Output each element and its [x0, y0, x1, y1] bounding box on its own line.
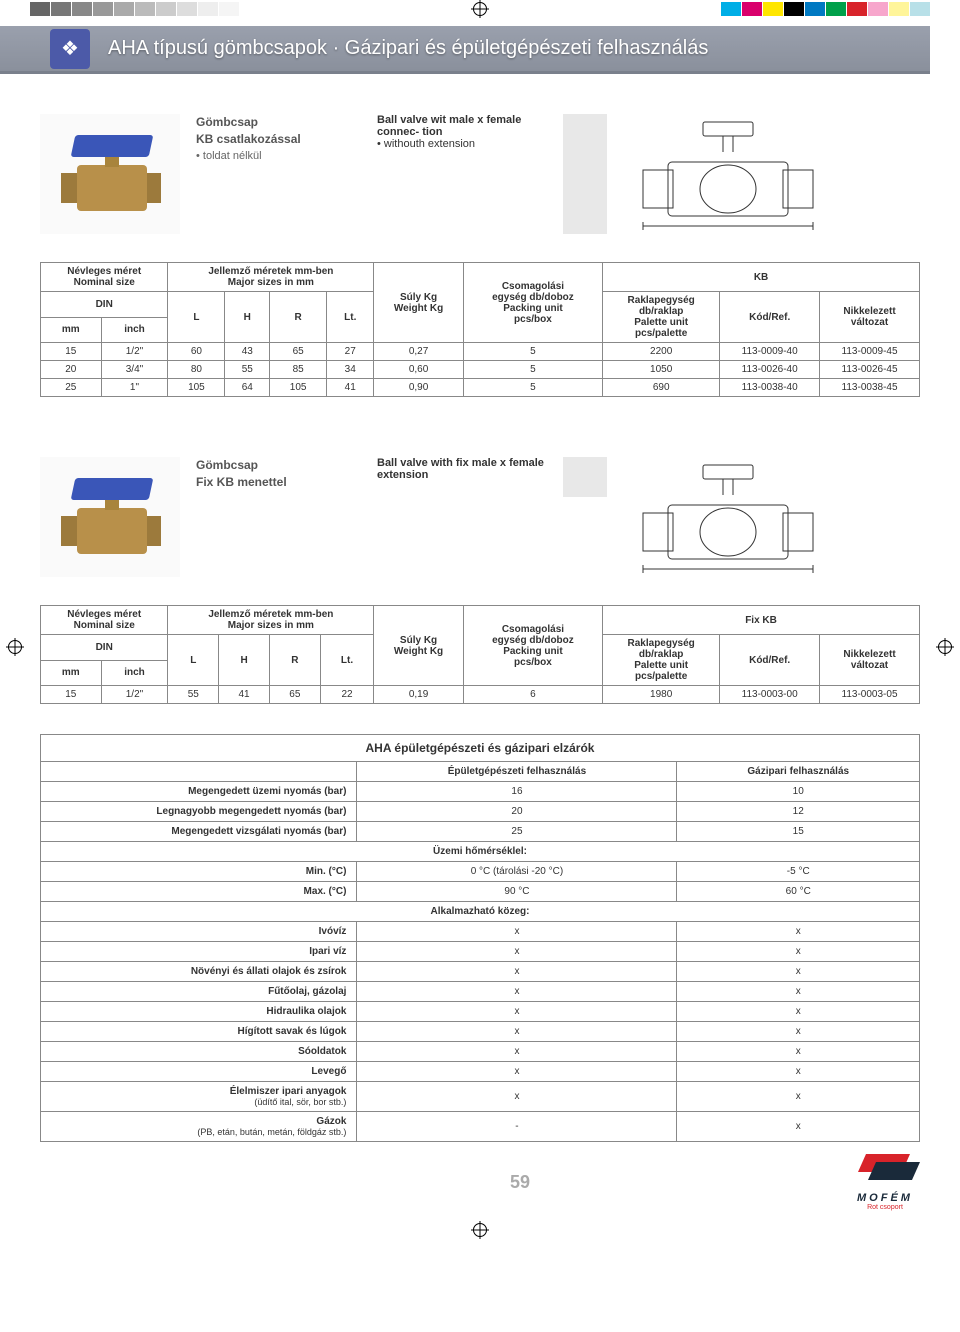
registration-mark-top [473, 2, 487, 16]
swatch [868, 2, 888, 16]
swatch [30, 2, 50, 16]
table-row: Ipari vízxx [41, 942, 920, 962]
application-table: AHA épületgépészeti és gázipari elzárókÉ… [40, 734, 920, 1142]
swatch [910, 2, 930, 16]
swatch [51, 2, 71, 16]
table-row: Hígított savak és lúgokxx [41, 1022, 920, 1042]
swatch [219, 2, 239, 16]
registration-mark-left [8, 640, 22, 654]
swatch [889, 2, 909, 16]
swatch [114, 2, 134, 16]
spec-table-1: Névleges méretNominal sizeJellemző méret… [40, 262, 920, 397]
table-row: 151/2"604365270,2752200113-0009-40113-00… [41, 343, 920, 361]
table-row: Ivóvízxx [41, 922, 920, 942]
spec-table-2: Névleges méretNominal sizeJellemző méret… [40, 605, 920, 704]
table-row: Élelmiszer ipari anyagok(üdítő ital, sör… [41, 1082, 920, 1112]
gray-placeholder-1 [563, 114, 607, 234]
swatch [177, 2, 197, 16]
product-block-1: Gömbcsap KB csatlakozással • toldat nélk… [40, 114, 920, 244]
swatch [826, 2, 846, 16]
tech-drawing-2 [623, 457, 823, 587]
table-row: Levegőxx [41, 1062, 920, 1082]
page-number: 59 [510, 1172, 530, 1193]
table-row: Min. (°C)0 °C (tárolási -20 °C)-5 °C [41, 862, 920, 882]
mofem-logo: MOFÉM Rot csoport [850, 1154, 920, 1211]
page-title: AHA típusú gömbcsapok · Gázipari és épül… [108, 37, 708, 60]
product-desc-en-1: Ball valve wit male x female connec- tio… [377, 114, 547, 150]
table-row: Sóoldatokxx [41, 1042, 920, 1062]
swatch [805, 2, 825, 16]
table-row: Növényi és állati olajok és zsírokxx [41, 962, 920, 982]
swatch [198, 2, 218, 16]
product-desc-hu-1: Gömbcsap KB csatlakozással • toldat nélk… [196, 114, 361, 162]
table-row: 203/4"805585340,6051050113-0026-40113-00… [41, 361, 920, 379]
product-photo-2 [40, 457, 180, 577]
registration-mark-right [938, 640, 952, 654]
swatch [742, 2, 762, 16]
table-row: Legnagyobb megengedett nyomás (bar)2012 [41, 802, 920, 822]
table-row: Gázok(PB, etán, bután, metán, földgáz st… [41, 1112, 920, 1142]
product-photo-1 [40, 114, 180, 234]
product-desc-hu-2: Gömbcsap Fix KB menettel [196, 457, 361, 491]
gray-placeholder-2 [563, 457, 607, 497]
table-row: 151/2"554165220,1961980113-0003-00113-00… [41, 686, 920, 704]
tech-drawing-1 [623, 114, 823, 244]
swatch [784, 2, 804, 16]
product-block-2: Gömbcsap Fix KB menettel Ball valve with… [40, 457, 920, 587]
header-icon: ❖ [50, 29, 90, 69]
swatch [93, 2, 113, 16]
table-row: 251"10564105410,905690113-0038-40113-003… [41, 379, 920, 397]
registration-mark-bottom [473, 1223, 487, 1237]
swatch [847, 2, 867, 16]
product-desc-en-2: Ball valve with fix male x female extens… [377, 457, 547, 481]
table-row: Megengedett üzemi nyomás (bar)1610 [41, 782, 920, 802]
swatch [135, 2, 155, 16]
swatch [156, 2, 176, 16]
page-header: ❖ AHA típusú gömbcsapok · Gázipari és ép… [0, 26, 930, 74]
swatch [72, 2, 92, 16]
table-row: Hidraulika olajokxx [41, 1002, 920, 1022]
page-footer: 59 MOFÉM Rot csoport [0, 1172, 960, 1213]
table-row: Megengedett vizsgálati nyomás (bar)2515 [41, 822, 920, 842]
print-colorbar [0, 0, 960, 18]
swatch [763, 2, 783, 16]
table-row: Max. (°C)90 °C60 °C [41, 882, 920, 902]
swatch [721, 2, 741, 16]
table-row: Fűtőolaj, gázolajxx [41, 982, 920, 1002]
